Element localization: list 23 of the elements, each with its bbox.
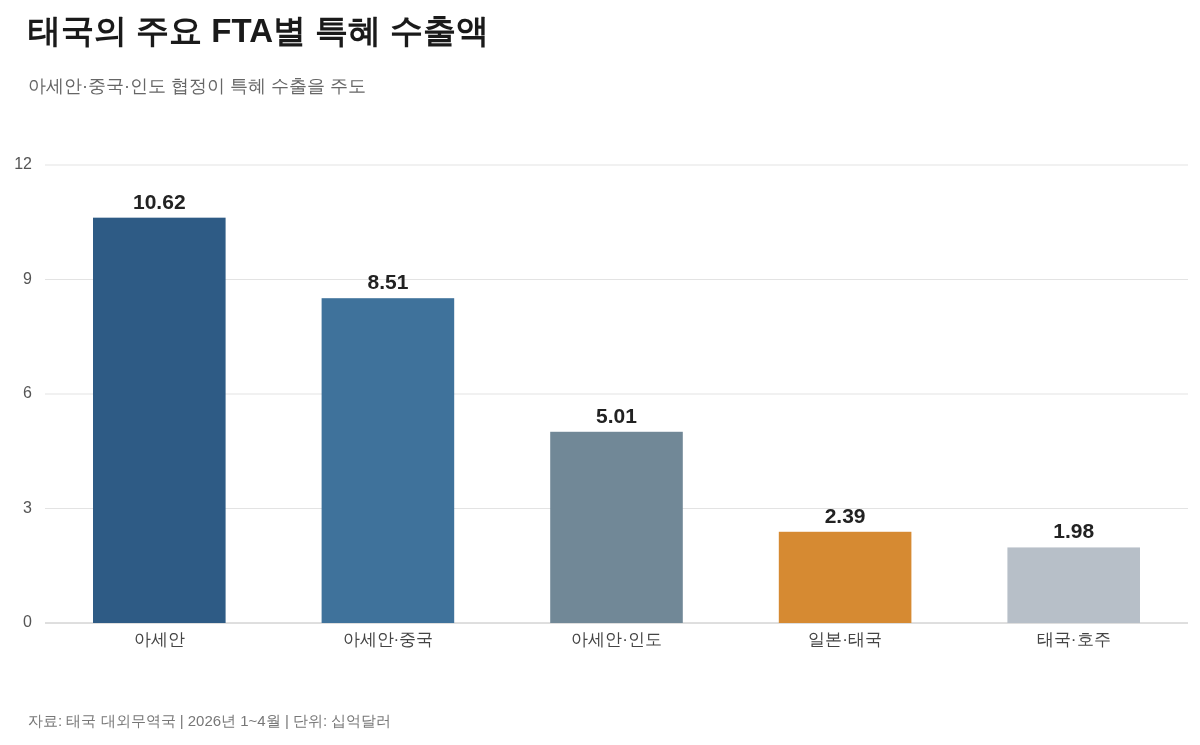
y-tick-label: 0 xyxy=(23,613,33,631)
chart-title: 태국의 주요 FTA별 특혜 수출액 xyxy=(28,12,490,49)
bar xyxy=(93,217,226,623)
data-label: 2.39 xyxy=(824,503,866,527)
data-label: 8.51 xyxy=(367,270,409,294)
x-tick-label: 일본·태국 xyxy=(808,630,882,649)
bar xyxy=(1007,547,1140,623)
x-tick-label: 태국·호주 xyxy=(1036,630,1111,649)
bar xyxy=(550,431,683,623)
y-tick-label: 6 xyxy=(23,384,33,402)
data-label: 10.62 xyxy=(133,189,186,213)
y-tick-label: 12 xyxy=(14,155,33,173)
bar xyxy=(778,531,912,623)
x-tick-label: 아세안·중국 xyxy=(342,630,434,649)
data-label: 5.01 xyxy=(596,403,638,427)
chart-subtitle: 아세안·중국·인도 협정이 특혜 수출을 주도 xyxy=(28,76,366,96)
y-tick-label: 3 xyxy=(23,498,33,516)
bar xyxy=(321,298,455,623)
text: 자료: 태국 대외무역국 | 2026년 1~4월 | 단위: 십억달러 xyxy=(28,712,392,729)
x-tick-label: 아세안 xyxy=(133,630,185,649)
y-tick-label: 9 xyxy=(23,269,33,287)
x-tick-label: 아세안·인도 xyxy=(571,630,662,649)
data-label: 1.98 xyxy=(1053,519,1095,543)
